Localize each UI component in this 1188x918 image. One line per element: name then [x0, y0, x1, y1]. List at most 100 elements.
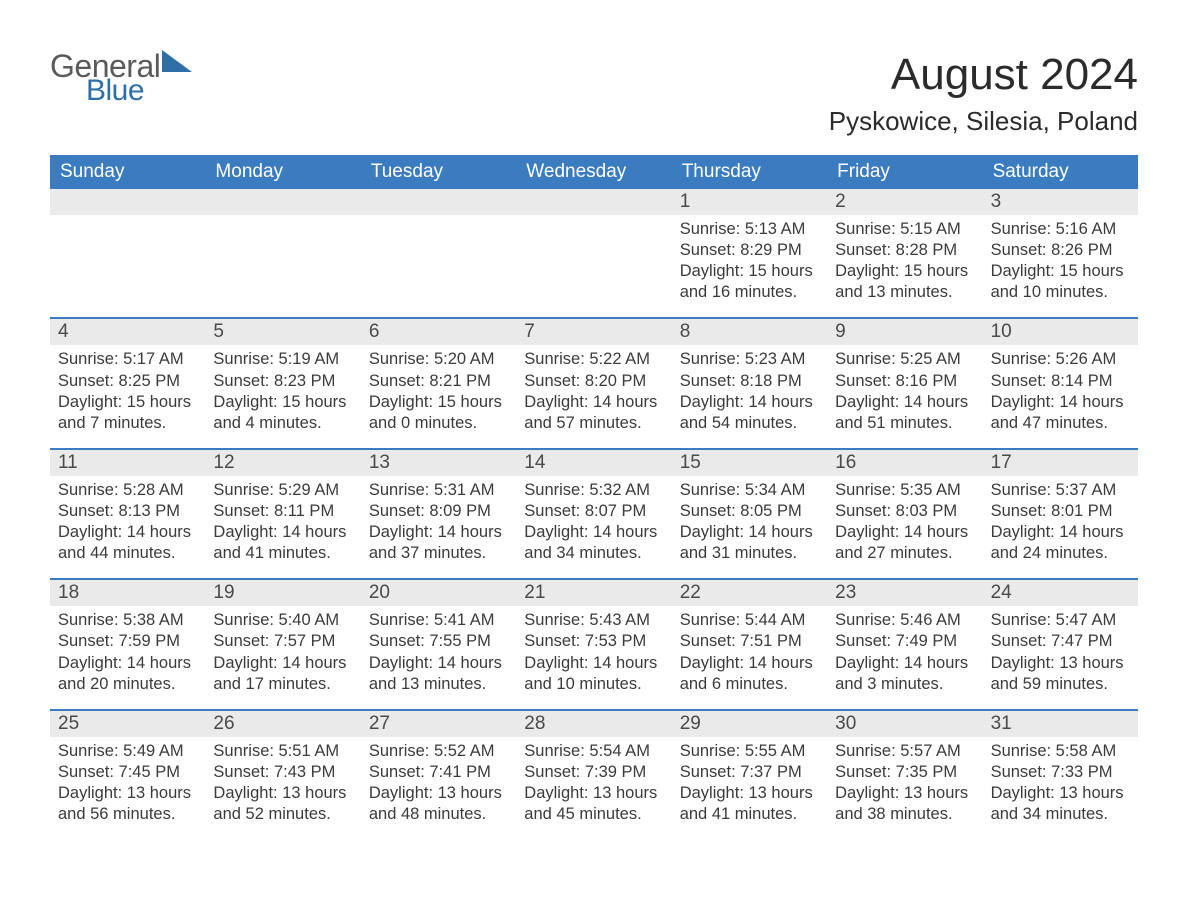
- day-number: 31: [983, 711, 1138, 737]
- day-cell: 6Sunrise: 5:20 AMSunset: 8:21 PMDaylight…: [361, 319, 516, 447]
- day-details: Sunrise: 5:31 AMSunset: 8:09 PMDaylight:…: [361, 476, 516, 564]
- detail-sunset: Sunset: 8:13 PM: [58, 501, 197, 522]
- day-cell: 27Sunrise: 5:52 AMSunset: 7:41 PMDayligh…: [361, 711, 516, 839]
- day-number: 8: [672, 319, 827, 345]
- detail-sunrise: Sunrise: 5:26 AM: [991, 349, 1130, 370]
- detail-daylight1: Daylight: 14 hours: [58, 653, 197, 674]
- day-details: Sunrise: 5:55 AMSunset: 7:37 PMDaylight:…: [672, 737, 827, 825]
- day-number: 15: [672, 450, 827, 476]
- detail-sunset: Sunset: 7:39 PM: [524, 762, 663, 783]
- calendar: SundayMondayTuesdayWednesdayThursdayFrid…: [50, 155, 1138, 839]
- day-number: 2: [827, 189, 982, 215]
- detail-daylight1: Daylight: 14 hours: [213, 522, 352, 543]
- detail-daylight1: Daylight: 15 hours: [835, 261, 974, 282]
- day-number: 20: [361, 580, 516, 606]
- detail-daylight2: and 45 minutes.: [524, 804, 663, 825]
- detail-sunrise: Sunrise: 5:52 AM: [369, 741, 508, 762]
- week-row: 1Sunrise: 5:13 AMSunset: 8:29 PMDaylight…: [50, 189, 1138, 317]
- day-details: Sunrise: 5:32 AMSunset: 8:07 PMDaylight:…: [516, 476, 671, 564]
- day-details: Sunrise: 5:29 AMSunset: 8:11 PMDaylight:…: [205, 476, 360, 564]
- detail-sunset: Sunset: 8:09 PM: [369, 501, 508, 522]
- detail-sunset: Sunset: 8:16 PM: [835, 371, 974, 392]
- day-cell: [205, 189, 360, 317]
- detail-daylight2: and 6 minutes.: [680, 674, 819, 695]
- week-row: 25Sunrise: 5:49 AMSunset: 7:45 PMDayligh…: [50, 709, 1138, 839]
- day-cell: 1Sunrise: 5:13 AMSunset: 8:29 PMDaylight…: [672, 189, 827, 317]
- detail-sunrise: Sunrise: 5:23 AM: [680, 349, 819, 370]
- detail-sunrise: Sunrise: 5:16 AM: [991, 219, 1130, 240]
- detail-daylight1: Daylight: 15 hours: [213, 392, 352, 413]
- detail-sunrise: Sunrise: 5:49 AM: [58, 741, 197, 762]
- day-details: Sunrise: 5:16 AMSunset: 8:26 PMDaylight:…: [983, 215, 1138, 303]
- detail-daylight2: and 54 minutes.: [680, 413, 819, 434]
- detail-sunrise: Sunrise: 5:37 AM: [991, 480, 1130, 501]
- day-details: Sunrise: 5:17 AMSunset: 8:25 PMDaylight:…: [50, 345, 205, 433]
- day-cell: [50, 189, 205, 317]
- detail-sunset: Sunset: 7:43 PM: [213, 762, 352, 783]
- weekday-header: Tuesday: [361, 155, 516, 189]
- detail-daylight2: and 34 minutes.: [991, 804, 1130, 825]
- detail-daylight2: and 10 minutes.: [524, 674, 663, 695]
- detail-daylight2: and 0 minutes.: [369, 413, 508, 434]
- detail-sunset: Sunset: 7:35 PM: [835, 762, 974, 783]
- day-number: 26: [205, 711, 360, 737]
- day-cell: 26 Sunrise: 5:51 AMSunset: 7:43 PMDayligh…: [205, 711, 360, 839]
- detail-daylight1: Daylight: 14 hours: [680, 392, 819, 413]
- detail-sunrise: Sunrise: 5:43 AM: [524, 610, 663, 631]
- day-details: Sunrise: 5:19 AMSunset: 8:23 PMDaylight:…: [205, 345, 360, 433]
- detail-daylight1: Daylight: 13 hours: [369, 783, 508, 804]
- detail-sunset: Sunset: 8:07 PM: [524, 501, 663, 522]
- day-number: [516, 189, 671, 215]
- detail-daylight2: and 16 minutes.: [680, 282, 819, 303]
- day-cell: 24Sunrise: 5:47 AMSunset: 7:47 PMDayligh…: [983, 580, 1138, 708]
- day-cell: 11Sunrise: 5:28 AMSunset: 8:13 PMDayligh…: [50, 450, 205, 578]
- detail-sunset: Sunset: 7:55 PM: [369, 631, 508, 652]
- detail-daylight2: and 20 minutes.: [58, 674, 197, 695]
- day-number: 30: [827, 711, 982, 737]
- detail-daylight1: Daylight: 14 hours: [524, 522, 663, 543]
- logo-text-block: General Blue: [50, 50, 192, 106]
- day-number: 19: [205, 580, 360, 606]
- weekday-header: Monday: [205, 155, 360, 189]
- day-number: 17: [983, 450, 1138, 476]
- detail-daylight1: Daylight: 13 hours: [213, 783, 352, 804]
- day-number: 25: [50, 711, 205, 737]
- weekday-header: Friday: [827, 155, 982, 189]
- detail-daylight2: and 24 minutes.: [991, 543, 1130, 564]
- detail-daylight2: and 48 minutes.: [369, 804, 508, 825]
- day-details: Sunrise: 5:57 AMSunset: 7:35 PMDaylight:…: [827, 737, 982, 825]
- detail-daylight2: and 31 minutes.: [680, 543, 819, 564]
- detail-sunset: Sunset: 8:14 PM: [991, 371, 1130, 392]
- detail-sunrise: Sunrise: 5:54 AM: [524, 741, 663, 762]
- detail-daylight2: and 27 minutes.: [835, 543, 974, 564]
- weekday-header: Thursday: [672, 155, 827, 189]
- detail-sunrise: Sunrise: 5:51 AM: [213, 741, 352, 762]
- day-details: Sunrise: 5:28 AMSunset: 8:13 PMDaylight:…: [50, 476, 205, 564]
- day-cell: 4Sunrise: 5:17 AMSunset: 8:25 PMDaylight…: [50, 319, 205, 447]
- detail-sunset: Sunset: 8:18 PM: [680, 371, 819, 392]
- detail-sunset: Sunset: 8:23 PM: [213, 371, 352, 392]
- day-number: [50, 189, 205, 215]
- detail-daylight2: and 7 minutes.: [58, 413, 197, 434]
- day-number: [361, 189, 516, 215]
- day-cell: 7Sunrise: 5:22 AMSunset: 8:20 PMDaylight…: [516, 319, 671, 447]
- detail-sunrise: Sunrise: 5:13 AM: [680, 219, 819, 240]
- detail-sunset: Sunset: 7:33 PM: [991, 762, 1130, 783]
- detail-sunrise: Sunrise: 5:58 AM: [991, 741, 1130, 762]
- detail-daylight2: and 3 minutes.: [835, 674, 974, 695]
- detail-daylight2: and 57 minutes.: [524, 413, 663, 434]
- day-number: 24: [983, 580, 1138, 606]
- day-cell: 25Sunrise: 5:49 AMSunset: 7:45 PMDayligh…: [50, 711, 205, 839]
- day-details: Sunrise: 5:35 AMSunset: 8:03 PMDaylight:…: [827, 476, 982, 564]
- detail-sunset: Sunset: 8:20 PM: [524, 371, 663, 392]
- day-details: Sunrise: 5:20 AMSunset: 8:21 PMDaylight:…: [361, 345, 516, 433]
- day-cell: 23Sunrise: 5:46 AMSunset: 7:49 PMDayligh…: [827, 580, 982, 708]
- day-details: Sunrise: 5:46 AMSunset: 7:49 PMDaylight:…: [827, 606, 982, 694]
- detail-daylight1: Daylight: 14 hours: [369, 653, 508, 674]
- detail-daylight2: and 17 minutes.: [213, 674, 352, 695]
- day-cell: 3Sunrise: 5:16 AMSunset: 8:26 PMDaylight…: [983, 189, 1138, 317]
- detail-sunrise: Sunrise: 5:38 AM: [58, 610, 197, 631]
- detail-sunrise: Sunrise: 5:20 AM: [369, 349, 508, 370]
- detail-sunset: Sunset: 8:11 PM: [213, 501, 352, 522]
- day-details: Sunrise: 5:54 AMSunset: 7:39 PMDaylight:…: [516, 737, 671, 825]
